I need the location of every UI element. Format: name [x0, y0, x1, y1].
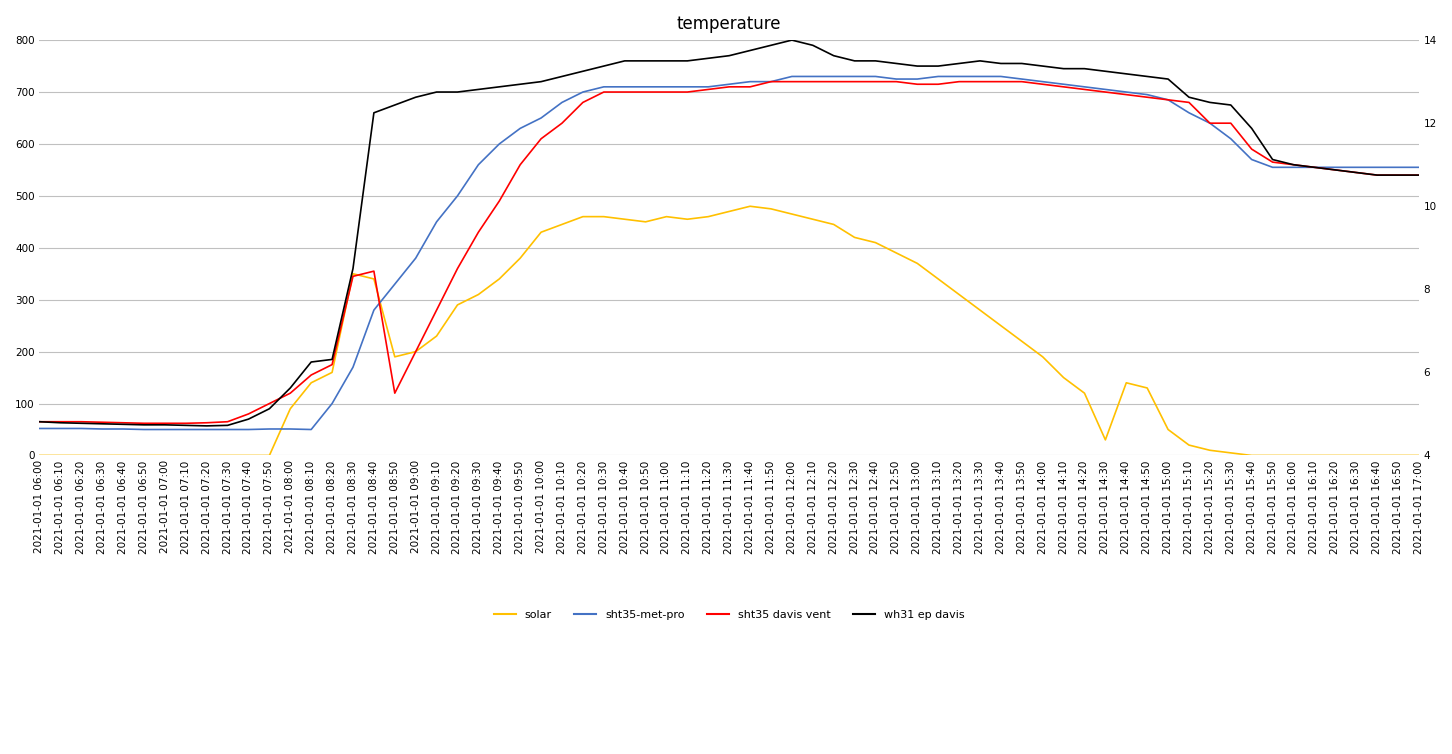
Title: temperature: temperature: [677, 15, 781, 33]
Legend: solar, sht35-met-pro, sht35 davis vent, wh31 ep davis: solar, sht35-met-pro, sht35 davis vent, …: [489, 605, 968, 624]
